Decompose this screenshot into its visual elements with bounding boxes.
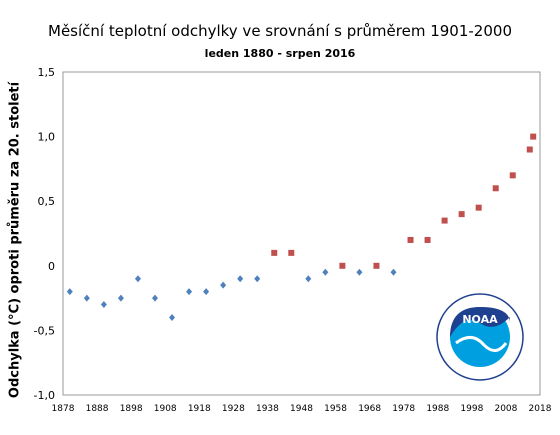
- data-point-positive: [441, 217, 448, 224]
- chart-title: Měsíční teplotní odchylky ve srovnání s …: [48, 22, 512, 40]
- data-point-positive: [475, 204, 482, 211]
- data-point-negative: [237, 275, 244, 283]
- y-tick-label: 1,5: [38, 66, 56, 79]
- x-tick-label: 2008: [494, 404, 517, 414]
- data-point-negative: [220, 281, 227, 289]
- x-tick-label: 1938: [256, 404, 279, 414]
- x-tick-label: 1898: [120, 404, 143, 414]
- x-tick-label: 2018: [529, 404, 552, 414]
- data-point-negative: [186, 288, 193, 296]
- noaa-logo-text: NOAA: [462, 313, 498, 326]
- data-point-positive: [407, 236, 414, 243]
- y-tick-label: -0,5: [34, 324, 55, 337]
- data-point-positive: [492, 185, 499, 192]
- x-tick-label: 1928: [222, 404, 245, 414]
- x-tick-label: 1878: [52, 404, 75, 414]
- data-point-negative: [254, 275, 261, 283]
- data-point-negative: [66, 288, 73, 296]
- x-tick-label: 1958: [324, 404, 347, 414]
- x-axis-ticks: 1878 1888 1898 1908 1918 1928 1938 1948 1958 1968…: [52, 404, 552, 414]
- data-point-negative: [134, 275, 141, 283]
- y-axis-ticks: 1,5 1,0 0,5 0 -0,5 -1,0: [34, 66, 55, 402]
- data-point-negative: [203, 288, 210, 296]
- x-tick-label: 1888: [86, 404, 109, 414]
- data-point-positive: [526, 146, 533, 153]
- x-tick-label: 1998: [460, 404, 483, 414]
- data-point-positive: [509, 172, 516, 179]
- data-point-negative: [151, 294, 158, 302]
- chart-subtitle: leden 1880 - srpen 2016: [204, 47, 356, 60]
- data-point-positive: [339, 262, 346, 269]
- x-tick-label: 1968: [358, 404, 381, 414]
- data-point-positive: [458, 211, 465, 218]
- data-point-negative: [169, 313, 176, 321]
- data-point-positive: [530, 133, 537, 140]
- x-tick-label: 1918: [188, 404, 211, 414]
- data-point-negative: [305, 275, 312, 283]
- y-tick-label: 0: [48, 260, 55, 273]
- data-point-negative: [83, 294, 90, 302]
- data-point-negative: [390, 268, 397, 276]
- data-point-positive: [424, 236, 431, 243]
- noaa-logo: NOAA: [436, 293, 524, 381]
- data-point-negative: [322, 268, 329, 276]
- y-tick-label: 0,5: [38, 195, 56, 208]
- x-tick-label: 1948: [290, 404, 313, 414]
- data-point-positive: [271, 249, 278, 256]
- data-point-positive: [288, 249, 295, 256]
- plot-area: [62, 71, 541, 396]
- data-points: [66, 133, 537, 321]
- data-point-negative: [117, 294, 124, 302]
- x-tick-label: 1988: [426, 404, 449, 414]
- data-point-positive: [373, 262, 380, 269]
- data-point-negative: [100, 301, 107, 309]
- x-tick-label: 1908: [154, 404, 177, 414]
- y-tick-label: 1,0: [38, 131, 56, 144]
- x-tick-label: 1978: [392, 404, 415, 414]
- y-tick-label: -1,0: [34, 389, 55, 402]
- data-point-negative: [356, 268, 363, 276]
